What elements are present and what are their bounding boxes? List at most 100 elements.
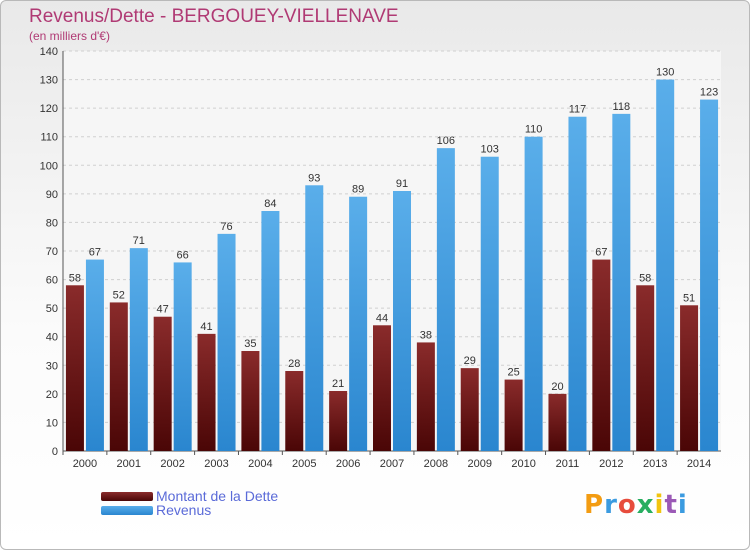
bar-debt: [636, 285, 655, 451]
data-label-debt: 35: [244, 338, 256, 350]
bar-revenus: [524, 136, 543, 451]
chart-title: Revenus/Dette - BERGOUEY-VIELLENAVE: [29, 6, 399, 27]
data-label-debt: 67: [595, 247, 607, 259]
bar-debt: [329, 391, 348, 451]
bar-revenus: [261, 211, 280, 451]
bar-revenus: [393, 191, 411, 451]
y-tick-label: 80: [46, 217, 58, 229]
x-tick-label: 2010: [511, 458, 535, 470]
logo-letter: P: [584, 490, 605, 520]
logo-letter: x: [636, 490, 655, 520]
bar-revenus: [85, 259, 104, 451]
data-label-revenus: 106: [437, 135, 455, 147]
legend-swatch-debt: [101, 492, 153, 501]
y-tick-label: 0: [52, 446, 58, 458]
bar-debt: [592, 259, 611, 451]
x-tick-label: 2001: [117, 458, 141, 470]
bar-debt: [65, 285, 84, 451]
y-tick-label: 120: [40, 103, 58, 115]
data-label-debt: 51: [683, 292, 695, 304]
legend-item-debt: Montant de la Dette: [101, 488, 401, 504]
x-tick-label: 2014: [687, 458, 711, 470]
data-label-revenus: 89: [352, 184, 364, 196]
data-label-debt: 28: [288, 358, 300, 370]
y-tick-label: 70: [46, 246, 58, 258]
data-label-debt: 20: [551, 381, 563, 393]
y-tick-label: 100: [40, 160, 58, 172]
data-label-debt: 41: [200, 321, 212, 333]
x-tick-label: 2002: [160, 458, 184, 470]
y-tick-label: 10: [46, 417, 58, 429]
x-tick-label: 2009: [467, 458, 491, 470]
bar-revenus: [217, 233, 236, 451]
x-tick-label: 2004: [248, 458, 272, 470]
bar-revenus: [305, 185, 324, 452]
y-tick-label: 110: [40, 132, 58, 144]
chart-subtitle: (en milliers d'€): [29, 29, 110, 43]
data-label-revenus: 123: [700, 87, 718, 99]
data-label-debt: 58: [639, 272, 651, 284]
data-label-debt: 52: [113, 289, 125, 301]
y-tick-label: 20: [46, 389, 58, 401]
bar-debt: [241, 351, 260, 451]
bar-debt: [373, 325, 391, 451]
x-tick-label: 2005: [292, 458, 316, 470]
bar-revenus: [480, 156, 499, 451]
bar-debt: [504, 379, 523, 451]
data-label-revenus: 117: [569, 104, 587, 116]
logo-letter: o: [617, 490, 637, 520]
data-label-revenus: 130: [656, 67, 674, 79]
data-label-revenus: 110: [525, 124, 543, 136]
legend-label-debt: Montant de la Dette: [156, 488, 279, 504]
bar-debt: [460, 368, 479, 451]
bar-debt: [548, 393, 567, 451]
bar-debt: [153, 316, 172, 451]
proxiti-logo: Proxiti: [584, 490, 688, 520]
legend-swatch-revenus: [101, 506, 153, 515]
y-tick-label: 140: [40, 46, 58, 58]
data-label-debt: 58: [69, 272, 81, 284]
x-tick-label: 2007: [380, 458, 404, 470]
y-tick-label: 90: [46, 189, 58, 201]
data-label-revenus: 66: [177, 249, 189, 261]
data-label-revenus: 84: [264, 198, 276, 210]
data-label-revenus: 76: [220, 221, 232, 233]
logo-letter: t: [664, 490, 678, 520]
data-label-revenus: 71: [133, 235, 145, 247]
logo-letter: i: [654, 490, 665, 520]
bar-debt: [285, 371, 304, 451]
x-tick-label: 2006: [336, 458, 360, 470]
x-tick-label: 2012: [599, 458, 623, 470]
data-label-revenus: 93: [308, 172, 320, 184]
bar-debt: [197, 333, 216, 451]
data-label-debt: 25: [507, 367, 519, 379]
legend-item-revenus: Revenus: [101, 502, 401, 518]
data-label-debt: 47: [157, 304, 169, 316]
x-tick-label: 2000: [73, 458, 97, 470]
data-label-revenus: 67: [89, 247, 101, 259]
bar-revenus: [656, 79, 675, 452]
bar-debt: [109, 302, 128, 451]
bar-revenus: [436, 148, 455, 451]
data-label-revenus: 118: [613, 101, 631, 113]
logo-letter: i: [677, 490, 688, 520]
data-label-debt: 29: [464, 355, 476, 367]
y-tick-label: 50: [46, 303, 58, 315]
data-label-debt: 38: [420, 329, 432, 341]
data-label-revenus: 91: [396, 178, 408, 190]
y-tick-label: 130: [40, 75, 58, 87]
data-label-debt: 21: [332, 378, 344, 390]
bar-debt: [416, 342, 435, 451]
data-label-revenus: 103: [481, 144, 499, 156]
bar-revenus: [173, 262, 192, 451]
x-tick-label: 2008: [424, 458, 448, 470]
x-tick-label: 2011: [556, 458, 580, 470]
bar-revenus: [612, 113, 631, 451]
bar-revenus: [568, 116, 587, 451]
legend-label-revenus: Revenus: [156, 502, 212, 518]
bar-debt: [680, 305, 699, 451]
bar-revenus: [129, 248, 148, 451]
x-tick-label: 2013: [643, 458, 667, 470]
